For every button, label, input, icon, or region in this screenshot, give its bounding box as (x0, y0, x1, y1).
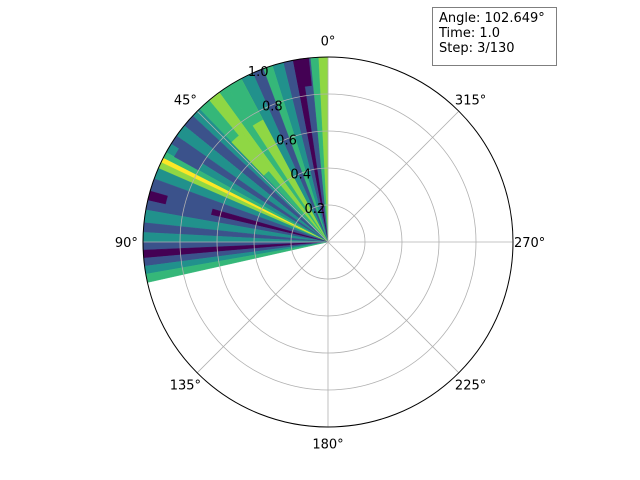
theta-tick-label-5: 225° (455, 379, 486, 394)
theta-gridline-5 (327, 241, 460, 374)
theta-tick-label-6: 270° (514, 236, 545, 251)
theta-gridline-1 (196, 110, 329, 243)
r-tick-label-0: 0.2 (304, 202, 325, 217)
polar-frame (142, 56, 514, 428)
r-tick-label-3: 0.8 (262, 99, 283, 114)
theta-tick-label-0: 0° (321, 34, 336, 49)
theta-gridline-3 (196, 241, 329, 374)
theta-tick-label-1: 45° (174, 93, 197, 108)
info-box: Angle: 102.649° Time: 1.0 Step: 3/130 (432, 7, 557, 66)
theta-gridline-7 (327, 110, 460, 243)
grid-layer (143, 57, 513, 427)
r-tick-label-2: 0.6 (276, 133, 297, 148)
theta-tick-label-7: 315° (455, 93, 486, 108)
r-tick-label-1: 0.4 (290, 168, 311, 183)
r-tick-label-4: 1.0 (248, 65, 269, 80)
contour-patch-0 (231, 132, 272, 176)
step-readout: Step: 3/130 (439, 41, 515, 56)
angle-readout: Angle: 102.649° (439, 11, 545, 26)
time-readout: Time: 1.0 (439, 26, 501, 41)
theta-tick-label-3: 135° (170, 379, 201, 394)
theta-tick-label-4: 180° (312, 438, 343, 453)
theta-tick-label-2: 90° (115, 236, 138, 251)
contour-patch-2 (164, 187, 215, 220)
label-layer: 0° 45° 90° 135° 180° 225° 270° 315° 0.2 0.4 0.6 0.8… (115, 34, 545, 452)
